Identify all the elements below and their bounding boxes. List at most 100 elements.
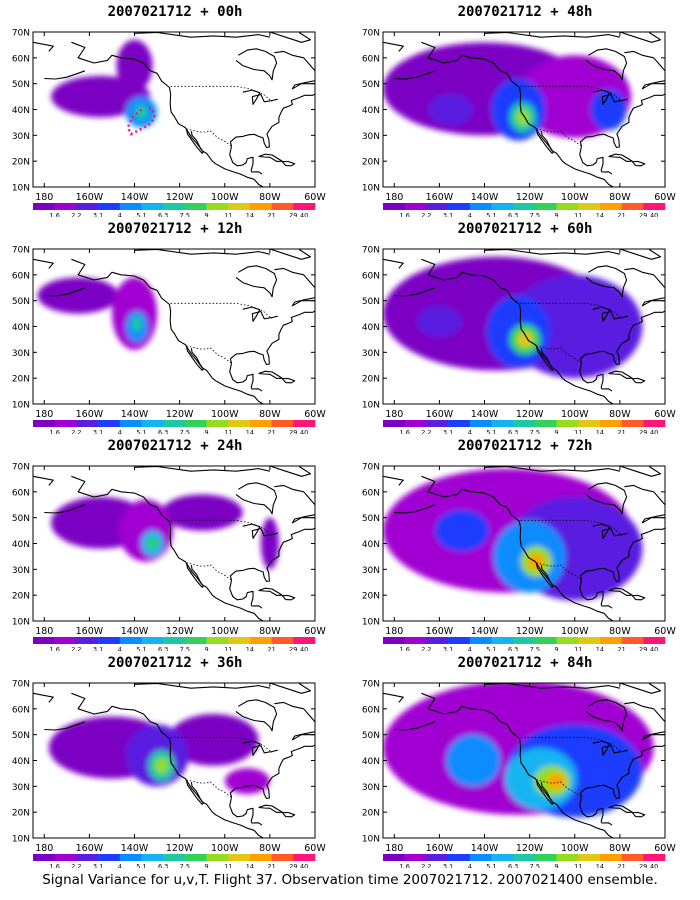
- colorbar-swatch: [578, 637, 601, 644]
- lat-label: 20N: [12, 592, 30, 602]
- coastline: [235, 482, 278, 515]
- lon-label: 140W: [121, 626, 149, 637]
- lon-label: 100W: [211, 192, 239, 203]
- map-panel: 70N 60N 50N 40N 30N 20N 10N 180 160W 140W 120W 100W…: [350, 217, 700, 434]
- coastline: [229, 527, 315, 583]
- lon-label: 180: [385, 843, 403, 854]
- colorbar-swatch: [206, 203, 229, 210]
- colorbar-label: 40: [650, 863, 658, 869]
- lon-label: 80W: [259, 192, 281, 203]
- lon-label: 100W: [211, 843, 239, 854]
- coastline: [579, 93, 665, 149]
- lat-label: 20N: [362, 375, 380, 385]
- colorbar-swatch: [271, 854, 294, 861]
- colorbar-label: 29: [289, 429, 297, 435]
- colorbar-label: 2.2: [71, 646, 81, 652]
- colorbar-label: 14: [596, 863, 604, 869]
- colorbar-swatch: [33, 854, 55, 861]
- coastline: [44, 504, 86, 514]
- colorbar-swatch: [491, 420, 514, 427]
- colorbar-label: 2.2: [421, 863, 431, 869]
- colorbar-label: 11: [224, 863, 232, 869]
- coastline: [619, 32, 662, 43]
- colorbar-label: 4: [468, 429, 472, 435]
- lon-label: 140W: [471, 192, 499, 203]
- coastline: [592, 523, 628, 539]
- lon-label: 160W: [76, 192, 104, 203]
- lat-label: 30N: [12, 566, 30, 576]
- coastline: [44, 70, 86, 80]
- colorbar-label: 9: [204, 646, 208, 652]
- lat-label: 70N: [12, 29, 30, 39]
- lat-label: 40N: [362, 323, 380, 333]
- lat-label: 30N: [12, 349, 30, 359]
- colorbar-label: 14: [596, 429, 604, 435]
- lon-label: 120W: [166, 843, 194, 854]
- colorbar-swatch: [206, 420, 229, 427]
- lat-label: 30N: [362, 349, 380, 359]
- colorbar-swatch: [556, 203, 579, 210]
- coastline: [229, 580, 263, 609]
- variance-contour: [428, 94, 474, 125]
- colorbar-label: 9: [204, 429, 208, 435]
- lon-label: 180: [35, 626, 53, 637]
- colorbar-label: 3.1: [93, 212, 103, 218]
- colorbar-swatch: [643, 637, 666, 644]
- colorbar-label: 2.2: [421, 429, 431, 435]
- colorbar-swatch: [98, 637, 121, 644]
- variance-contour: [528, 553, 545, 570]
- variance-map: 70N 60N 50N 40N 30N 20N 10N 180 160W 140W 120W 100W…: [362, 680, 677, 869]
- colorbar-label: 7.5: [530, 212, 540, 218]
- colorbar-label: 6.3: [158, 646, 168, 652]
- colorbar-swatch: [383, 854, 405, 861]
- colorbar-swatch: [293, 203, 316, 210]
- lon-label: 180: [35, 192, 53, 203]
- colorbar-swatch: [293, 854, 316, 861]
- lon-label: 160W: [426, 626, 454, 637]
- colorbar-label: 6.3: [158, 429, 168, 435]
- lon-label: 140W: [121, 843, 149, 854]
- lat-label: 50N: [362, 731, 380, 741]
- coastline: [535, 562, 554, 588]
- variance-map: 70N 60N 50N 40N 30N 20N 10N 180 160W 140W 120W 100W…: [362, 463, 677, 652]
- lat-label: 70N: [12, 680, 30, 690]
- lat-label: 10N: [12, 618, 30, 628]
- colorbar-label: 7.5: [180, 863, 190, 869]
- variance-contour: [37, 277, 119, 314]
- colorbar-label: 4: [468, 212, 472, 218]
- lon-label: 120W: [516, 192, 544, 203]
- lat-label: 10N: [362, 184, 380, 194]
- colorbar-label: 1.6: [50, 429, 60, 435]
- colorbar-swatch: [491, 854, 514, 861]
- colorbar-label: 5.1: [136, 863, 146, 869]
- coastline: [631, 160, 646, 167]
- coastline: [185, 345, 204, 371]
- variance-contour: [146, 537, 159, 550]
- lon-label: 140W: [121, 409, 149, 420]
- colorbar-swatch: [141, 203, 164, 210]
- colorbar-label: 40: [300, 429, 308, 435]
- colorbar-label: 40: [300, 863, 308, 869]
- coastline: [281, 594, 296, 601]
- lon-label: 180: [35, 409, 53, 420]
- lat-label: 20N: [362, 158, 380, 168]
- colorbar-label: 14: [246, 863, 254, 869]
- figure-caption: Signal Variance for u,v,T. Flight 37. Ob…: [42, 872, 658, 888]
- panel-title: 2007021712 + 00h: [107, 4, 243, 20]
- colorbar-swatch: [534, 203, 557, 210]
- lon-label: 140W: [471, 409, 499, 420]
- variance-contour: [116, 39, 153, 92]
- colorbar-label: 9: [554, 646, 558, 652]
- coastline: [269, 466, 312, 477]
- colorbar-swatch: [249, 203, 272, 210]
- colorbar-label: 11: [224, 429, 232, 435]
- variance-contour: [154, 757, 169, 774]
- lat-label: 50N: [12, 731, 30, 741]
- coastline: [579, 580, 613, 609]
- colorbar-swatch: [163, 203, 186, 210]
- colorbar-swatch: [249, 420, 272, 427]
- lon-label: 100W: [561, 192, 589, 203]
- lon-label: 80W: [609, 409, 631, 420]
- colorbar-label: 40: [650, 429, 658, 435]
- colorbar-swatch: [76, 637, 99, 644]
